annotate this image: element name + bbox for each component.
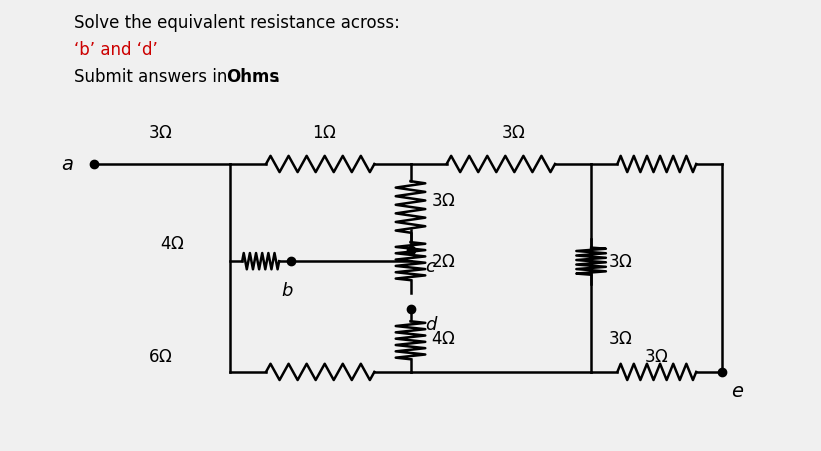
Text: $3\Omega$: $3\Omega$ xyxy=(608,253,632,271)
Text: $4\Omega$: $4\Omega$ xyxy=(160,235,185,253)
Text: ‘b’ and ‘d’: ‘b’ and ‘d’ xyxy=(74,41,158,59)
Text: $3\Omega$: $3\Omega$ xyxy=(644,347,669,365)
Text: $e$: $e$ xyxy=(731,381,744,400)
Text: $b$: $b$ xyxy=(281,282,294,300)
Text: $6\Omega$: $6\Omega$ xyxy=(148,347,172,365)
Text: $3\Omega$: $3\Omega$ xyxy=(431,192,456,210)
Text: $d$: $d$ xyxy=(425,316,438,334)
Text: $c$: $c$ xyxy=(425,257,437,275)
Text: $3\Omega$: $3\Omega$ xyxy=(148,124,172,142)
Text: Ohms: Ohms xyxy=(226,68,279,86)
Text: .: . xyxy=(274,68,279,86)
Text: $1\Omega$: $1\Omega$ xyxy=(312,124,337,142)
Text: Submit answers in: Submit answers in xyxy=(74,68,232,86)
Text: Solve the equivalent resistance across:: Solve the equivalent resistance across: xyxy=(74,14,400,32)
Text: $a$: $a$ xyxy=(62,155,74,174)
Text: $2\Omega$: $2\Omega$ xyxy=(431,253,456,271)
Text: $3\Omega$: $3\Omega$ xyxy=(501,124,525,142)
Text: $3\Omega$: $3\Omega$ xyxy=(608,329,632,347)
Text: $4\Omega$: $4\Omega$ xyxy=(431,329,456,347)
